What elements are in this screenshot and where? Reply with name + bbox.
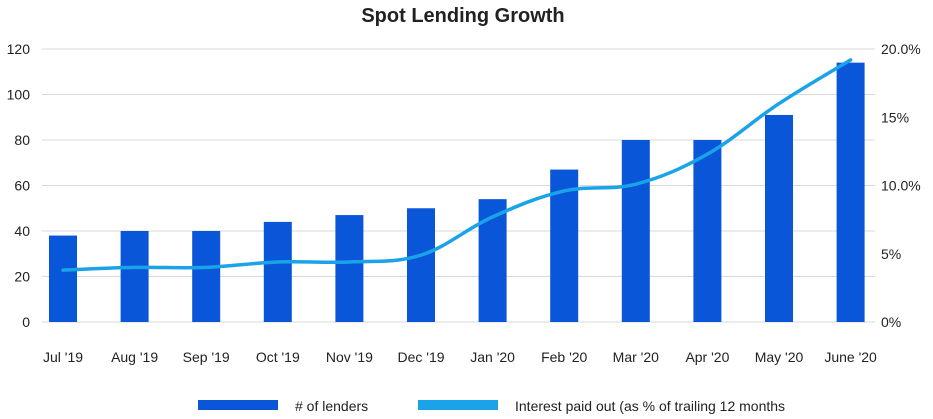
right-axis-tick-label: 15% <box>881 109 909 125</box>
bar <box>335 215 364 322</box>
gridlines <box>42 48 875 323</box>
x-axis-tick-label: Jan '20 <box>470 349 515 365</box>
left-axis-tick-label: 40 <box>14 223 30 239</box>
x-axis-tick-label: Aug '19 <box>111 349 158 365</box>
bar <box>49 235 77 322</box>
bar <box>693 140 722 322</box>
x-axis-tick-label: May '20 <box>755 349 804 365</box>
bar <box>120 231 149 322</box>
right-axis-tick-label: 0% <box>881 314 901 330</box>
x-axis-tick-label: Jul '19 <box>43 349 83 365</box>
left-axis-tick-label: 120 <box>7 41 31 57</box>
legend-label-lenders: # of lenders <box>295 398 368 414</box>
x-axis-tick-label: Mar '20 <box>613 349 659 365</box>
left-axis-ticks: 0 20 40 60 80 100 120 <box>7 41 31 330</box>
x-axis-tick-label: Apr '20 <box>685 349 729 365</box>
line-series <box>61 58 853 272</box>
x-axis-tick-label: Oct '19 <box>256 349 300 365</box>
x-axis-tick-label: Sep '19 <box>183 349 230 365</box>
left-axis-tick-label: 80 <box>14 132 30 148</box>
right-axis-tick-label: 20.0% <box>881 41 921 57</box>
interest-line <box>61 58 853 272</box>
left-axis-tick-label: 20 <box>14 269 30 285</box>
bar <box>765 114 793 322</box>
x-axis-tick-label: Nov '19 <box>326 349 373 365</box>
left-axis-tick-label: 60 <box>14 178 30 194</box>
right-axis-tick-label: 5% <box>881 246 901 262</box>
legend-swatch-lenders <box>198 400 278 410</box>
right-axis-ticks: 0% 5% 10.0% 15% 20.0% <box>881 41 921 330</box>
x-axis-tick-label: Feb '20 <box>541 349 587 365</box>
legend-swatch-interest <box>418 400 498 410</box>
bar <box>192 231 221 322</box>
bar <box>621 140 650 322</box>
bar <box>836 62 865 323</box>
chart-title: Spot Lending Growth <box>361 5 564 27</box>
x-axis-tick-label: June '20 <box>824 349 877 365</box>
left-axis-tick-label: 100 <box>7 87 31 103</box>
right-axis-tick-label: 10.0% <box>881 178 921 194</box>
bar <box>407 208 435 322</box>
bar-series <box>49 62 865 323</box>
left-axis-tick-label: 0 <box>22 314 30 330</box>
x-axis-tick-label: Dec '19 <box>397 349 444 365</box>
bar <box>263 221 292 322</box>
x-axis-ticks: Jul '19 Aug '19 Sep '19 Oct '19 Nov '19 Dec '… <box>43 349 877 365</box>
legend-label-interest: Interest paid out (as % of trailing 12 m… <box>515 398 785 414</box>
legend: # of lenders Interest paid out (as % of … <box>198 398 785 414</box>
